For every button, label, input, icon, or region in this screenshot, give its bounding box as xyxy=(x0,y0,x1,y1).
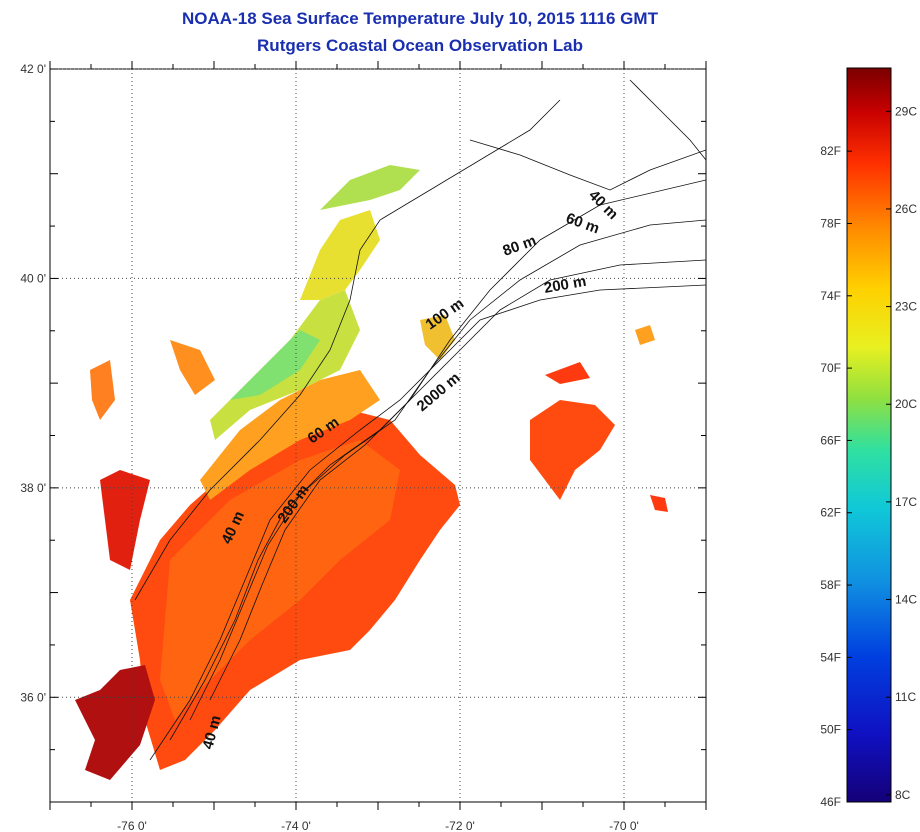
colorbar-c-label: 23C xyxy=(895,300,917,314)
lat-tick-label: 38 0' xyxy=(20,481,46,495)
colorbar-c-label: 29C xyxy=(895,104,917,118)
map-axis-labels: 42 0' 40 0' 38 0' 36 0' -76 0' -74 0' -72 0' -7… xyxy=(20,62,638,832)
lon-tick-label: -70 0' xyxy=(609,819,639,832)
colorbar-f-label: 82F xyxy=(820,144,841,158)
lat-tick-label: 42 0' xyxy=(20,62,46,76)
colorbar-f-label: 50F xyxy=(820,723,841,737)
map-subtitle: Rutgers Coastal Ocean Observation Lab xyxy=(257,36,583,55)
colorbar-c-label: 8C xyxy=(895,788,911,802)
coastline xyxy=(134,99,561,601)
sst-patch-2 xyxy=(650,495,668,512)
isobath-40m-north xyxy=(469,139,706,191)
sst-shelf-orange xyxy=(200,370,380,500)
colorbar-c-label: 14C xyxy=(895,593,917,607)
colorbar-c-label: 26C xyxy=(895,202,917,216)
sst-lis-green xyxy=(320,165,420,210)
sst-eddy-east xyxy=(530,400,615,500)
sst-chesapeake xyxy=(100,470,150,570)
sst-patch-3 xyxy=(635,325,655,345)
colorbar-f-label: 74F xyxy=(820,289,841,303)
isobath-2000m xyxy=(149,284,706,761)
colorbar-f-label: 58F xyxy=(820,578,841,592)
colorbar xyxy=(846,67,892,803)
sst-offshore-yellow xyxy=(420,315,455,360)
sst-upper-bay xyxy=(90,360,115,420)
colorbar-f-label: 62F xyxy=(820,506,841,520)
colorbar-c-label: 20C xyxy=(895,397,917,411)
colorbar-f-label: 46F xyxy=(820,795,841,809)
map-title: NOAA-18 Sea Surface Temperature July 10,… xyxy=(182,9,658,28)
colorbar-labels: 82F 78F 74F 70F 66F 62F 58F 54F 50F 46F 29C 26C 23C 2… xyxy=(820,104,917,809)
colorbar-f-label: 70F xyxy=(820,361,841,375)
colorbar-f-label: 78F xyxy=(820,216,841,230)
map-ticks xyxy=(49,61,707,810)
lon-tick-label: -74 0' xyxy=(281,819,311,832)
lat-tick-label: 36 0' xyxy=(20,690,46,704)
sst-cool-patch xyxy=(230,330,320,400)
sst-pamlico xyxy=(75,665,155,780)
isobath-60m xyxy=(209,179,706,701)
colorbar-c-label: 11C xyxy=(895,690,916,704)
isobath-gulf-of-maine xyxy=(629,79,706,161)
sst-bight-yellow xyxy=(300,210,380,300)
isobath-100m xyxy=(189,219,706,721)
bathymetry-contours xyxy=(134,79,706,761)
lon-tick-label: -72 0' xyxy=(445,819,475,832)
lat-tick-label: 40 0' xyxy=(20,271,46,285)
sst-delaware-bay xyxy=(170,340,215,395)
lon-tick-label: -76 0' xyxy=(117,819,147,832)
colorbar-f-label: 54F xyxy=(820,650,841,664)
sst-patch-1 xyxy=(545,362,590,384)
colorbar-f-label: 66F xyxy=(820,433,841,447)
colorbar-c-label: 17C xyxy=(895,495,917,509)
